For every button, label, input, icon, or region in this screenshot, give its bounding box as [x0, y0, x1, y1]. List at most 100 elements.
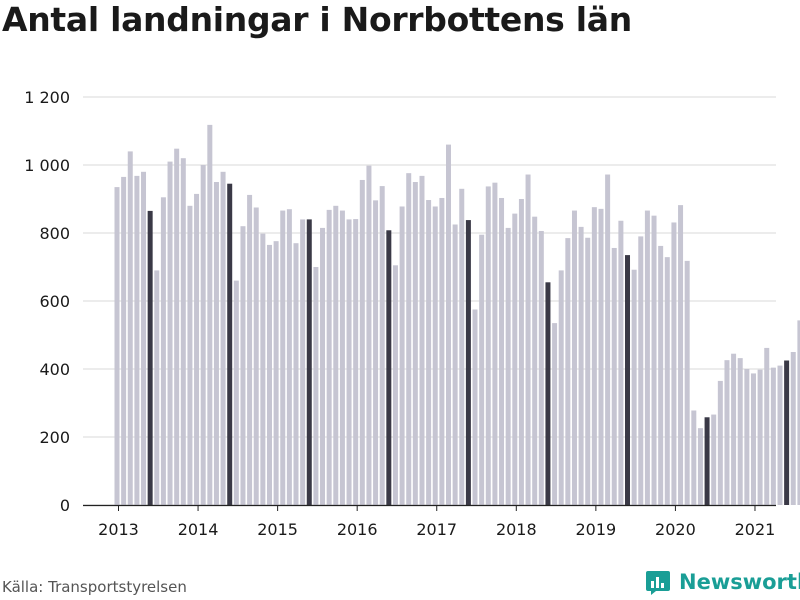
bar	[273, 241, 279, 505]
bar	[631, 269, 637, 505]
bar	[293, 243, 299, 505]
bar	[704, 417, 710, 505]
bar	[306, 219, 312, 505]
bar	[147, 210, 153, 505]
bar	[426, 200, 432, 505]
bar	[591, 207, 597, 505]
brand-name: Newsworthy	[679, 570, 800, 594]
y-tick-label: 1 200	[24, 88, 70, 107]
bar	[717, 380, 723, 505]
x-tick-label: 2020	[655, 520, 696, 539]
bar	[419, 175, 425, 505]
bar	[731, 353, 737, 505]
bar	[485, 186, 491, 506]
bar	[797, 320, 800, 505]
bar	[737, 358, 743, 505]
bar	[658, 245, 664, 506]
bar	[160, 197, 166, 506]
bar	[333, 205, 339, 506]
bar	[465, 220, 471, 505]
bar	[200, 165, 206, 505]
bar	[505, 227, 511, 505]
bar	[558, 270, 564, 505]
bar	[386, 230, 392, 505]
bar	[379, 186, 385, 505]
bar	[227, 183, 233, 505]
bar	[479, 234, 485, 505]
bar	[247, 194, 253, 506]
chart-title: Antal landningar i Norrbottens län	[2, 0, 632, 39]
x-tick-label: 2017	[416, 520, 457, 539]
x-axis: 2013201420152016201720182019202020212022	[83, 504, 776, 539]
bar	[399, 206, 405, 506]
bar	[518, 199, 524, 505]
bar	[114, 187, 120, 505]
bar	[134, 175, 140, 505]
y-tick-label: 600	[39, 292, 70, 311]
bar	[625, 255, 631, 505]
x-tick-label: 2019	[576, 520, 617, 539]
bar	[638, 236, 644, 505]
bar	[326, 209, 332, 505]
bar	[764, 347, 770, 505]
bar	[233, 280, 239, 505]
bar	[141, 171, 147, 506]
bar	[571, 210, 577, 505]
bar	[664, 257, 670, 505]
bar	[339, 210, 345, 505]
bar	[512, 213, 518, 505]
bar	[598, 208, 604, 506]
brand-logo[interactable]: Newsworthy	[645, 569, 800, 595]
y-tick-label: 0	[60, 496, 70, 515]
bar	[671, 222, 677, 505]
bar	[532, 216, 538, 505]
bar	[353, 219, 359, 505]
bar	[697, 428, 703, 505]
bar	[750, 373, 756, 505]
bar	[472, 309, 478, 505]
bar	[605, 174, 611, 505]
bar	[366, 165, 372, 505]
bar	[121, 176, 127, 505]
bar	[552, 323, 558, 505]
bar	[167, 161, 173, 505]
bar	[770, 367, 776, 505]
bar	[684, 260, 690, 505]
bar	[154, 270, 160, 505]
bar	[187, 205, 193, 506]
bar	[373, 200, 379, 506]
bar	[724, 360, 730, 505]
bar	[452, 224, 458, 505]
bar	[459, 188, 465, 506]
bar	[174, 148, 180, 505]
bar	[220, 171, 226, 506]
bar	[412, 182, 418, 505]
y-axis-ticks: 0 200 400 600 800 1 000 1 200	[24, 88, 70, 515]
bar	[320, 227, 326, 505]
x-tick-label: 2018	[496, 520, 537, 539]
bar	[784, 360, 790, 505]
bar	[446, 144, 451, 505]
x-tick-label: 2016	[337, 520, 378, 539]
bar	[207, 124, 213, 505]
bar	[525, 174, 531, 505]
y-tick-label: 1 000	[24, 156, 70, 175]
bar	[439, 197, 445, 506]
bar	[392, 265, 398, 505]
bar	[194, 193, 200, 505]
bar	[538, 230, 544, 505]
bar	[777, 365, 783, 505]
bar	[711, 414, 717, 505]
bar	[644, 210, 650, 505]
x-tick-label: 2015	[257, 520, 298, 539]
bar	[578, 226, 584, 505]
bar	[280, 210, 286, 505]
bar	[300, 219, 306, 505]
bar	[253, 207, 259, 505]
bar	[127, 151, 133, 505]
y-tick-label: 800	[39, 224, 70, 243]
bars	[114, 124, 800, 506]
newsworthy-icon	[646, 571, 670, 595]
bar	[611, 247, 617, 505]
